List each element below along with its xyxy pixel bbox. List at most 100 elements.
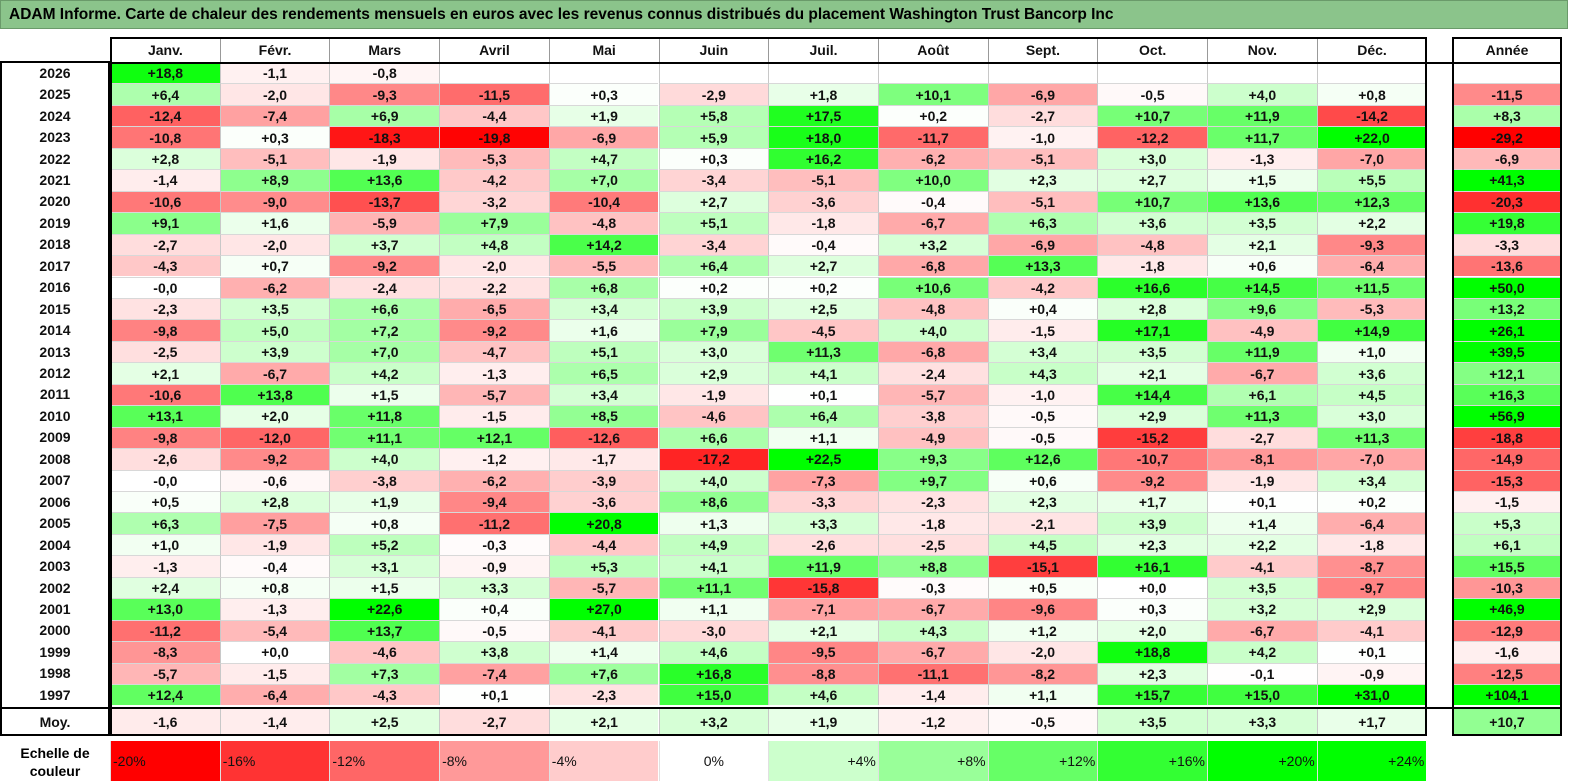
year-total-cell: +104,1 — [1452, 684, 1562, 706]
heatmap-cell: +3,4 — [548, 383, 659, 406]
heatmap-cell: -0,4 — [219, 555, 330, 577]
grid-divider — [0, 706, 1562, 709]
heatmap-cell: -4,1 — [1207, 555, 1317, 577]
heatmap-cell: +0,5 — [110, 491, 220, 513]
heatmap-cell: +1,6 — [548, 319, 659, 341]
heatmap-cell: +2,7 — [1097, 169, 1207, 191]
heatmap-cell: +11,9 — [1207, 104, 1317, 127]
year-total-cell: +13,2 — [1452, 297, 1562, 320]
heatmap-cell: -2,2 — [439, 276, 549, 298]
heatmap-cell: +2,3 — [987, 491, 1098, 513]
heatmap-cell: +2,7 — [768, 255, 878, 277]
heatmap-cell: -3,8 — [329, 469, 440, 491]
heatmap-cell: -1,9 — [219, 533, 330, 556]
heatmap-cell: +2,3 — [1097, 662, 1207, 685]
heatmap-cell: +12,4 — [110, 684, 220, 706]
heatmap-cell: +1,8 — [768, 83, 878, 105]
heatmap-cell: +0,0 — [1097, 576, 1207, 599]
year-label: 2020 — [2, 190, 108, 213]
heatmap-cell: -0,9 — [439, 555, 549, 577]
heatmap-cell: +0,2 — [658, 276, 769, 298]
color-scale-swatch: +12% — [987, 741, 1098, 781]
heatmap-cell: +13,1 — [110, 405, 220, 427]
heatmap-cell: -0,4 — [768, 233, 878, 256]
heatmap-cell: -11,2 — [439, 512, 549, 534]
heatmap-cell: -6,7 — [877, 598, 988, 620]
heatmap-cell: +14,2 — [548, 233, 659, 256]
heatmap-cell: +3,3 — [768, 512, 878, 534]
heatmap-cell: -8,8 — [768, 662, 878, 685]
heatmap-cell: +4,3 — [987, 362, 1098, 384]
heatmap-cell: -1,0 — [987, 126, 1098, 148]
heatmap-cell: +1,2 — [987, 619, 1098, 642]
year-total-cell: -18,8 — [1452, 426, 1562, 449]
heatmap-cell: +7,0 — [548, 169, 659, 191]
heatmap-cell: -3,9 — [548, 469, 659, 491]
heatmap-cell: +27,0 — [548, 598, 659, 620]
heatmap-cell: +5,3 — [548, 555, 659, 577]
heatmap-cell: +7,2 — [329, 319, 440, 341]
heatmap-cell: -1,8 — [1097, 255, 1207, 277]
heatmap-cell: -9,7 — [1316, 576, 1427, 599]
heatmap-cell: +11,9 — [768, 555, 878, 577]
heatmap-cell: -12,0 — [219, 426, 330, 449]
heatmap-cell: +2,0 — [1097, 619, 1207, 642]
heatmap-cell: -4,1 — [548, 619, 659, 642]
year-total-cell: -14,9 — [1452, 448, 1562, 470]
heatmap-cell: -6,2 — [877, 147, 988, 170]
heatmap-cell: +11,1 — [329, 426, 440, 449]
heatmap-cell: -3,8 — [877, 405, 988, 427]
heatmap-cell: +13,6 — [329, 169, 440, 191]
heatmap-cell: +4,8 — [439, 233, 549, 256]
heatmap-cell: +1,4 — [1207, 512, 1317, 534]
heatmap-cell: -9,8 — [110, 319, 220, 341]
heatmap-cell: -6,5 — [439, 297, 549, 320]
color-scale-swatch: +8% — [877, 741, 988, 781]
heatmap-cell: -6,9 — [987, 233, 1098, 256]
year-total-cell: -1,6 — [1452, 641, 1562, 663]
heatmap-cell: -8,2 — [987, 662, 1098, 685]
heatmap-cell: -5,7 — [439, 383, 549, 406]
heatmap-cell: -3,2 — [439, 190, 549, 213]
heatmap-cell: +3,5 — [1207, 212, 1317, 234]
heatmap-cell: -1,9 — [329, 147, 440, 170]
heatmap-cell: +2,9 — [1316, 598, 1427, 620]
color-scale-swatch: +24% — [1316, 741, 1427, 781]
heatmap-cell: -10,6 — [110, 190, 220, 213]
heatmap-cell: +6,1 — [1207, 383, 1317, 406]
heatmap-cell: +3,6 — [1097, 212, 1207, 234]
heatmap-cell: +9,3 — [877, 448, 988, 470]
heatmap-cell: -3,3 — [768, 491, 878, 513]
heatmap-cell: +5,2 — [329, 533, 440, 556]
year-total-cell: -10,3 — [1452, 576, 1562, 599]
heatmap-cell: +4,6 — [768, 684, 878, 706]
heatmap-cell: +1,1 — [658, 598, 769, 620]
heatmap-cell: +0,1 — [1316, 641, 1427, 663]
year-label: 2026 — [2, 62, 108, 84]
year-label: 2018 — [2, 233, 108, 256]
year-total-cell: -3,3 — [1452, 233, 1562, 256]
year-total-cell: +39,5 — [1452, 340, 1562, 363]
year-label: 2001 — [2, 598, 108, 620]
heatmap-cell: -6,7 — [1207, 362, 1317, 384]
month-header: Janv. — [110, 37, 220, 62]
heatmap-cell: -9,4 — [439, 491, 549, 513]
heatmap-cell: -15,1 — [987, 555, 1098, 577]
heatmap-cell: -1,3 — [110, 555, 220, 577]
heatmap-cell: +2,1 — [110, 362, 220, 384]
heatmap-cell: +14,9 — [1316, 319, 1427, 341]
year-total-cell: +5,3 — [1452, 512, 1562, 534]
year-label: 2008 — [2, 448, 108, 470]
heatmap-cell: -5,7 — [877, 383, 988, 406]
heatmap-cell: +11,7 — [1207, 126, 1317, 148]
heatmap-cell: -9,8 — [110, 426, 220, 449]
heatmap-cell: -1,9 — [658, 383, 769, 406]
heatmap-cell: -4,1 — [1316, 619, 1427, 642]
heatmap-cell: -2,3 — [110, 297, 220, 320]
heatmap-cell: +13,6 — [1207, 190, 1317, 213]
heatmap-cell: -5,7 — [548, 576, 659, 599]
month-header: Mai — [548, 37, 659, 62]
heatmap-cell: +8,5 — [548, 405, 659, 427]
heatmap-cell: +2,1 — [768, 619, 878, 642]
heatmap-cell: +1,1 — [987, 684, 1098, 706]
